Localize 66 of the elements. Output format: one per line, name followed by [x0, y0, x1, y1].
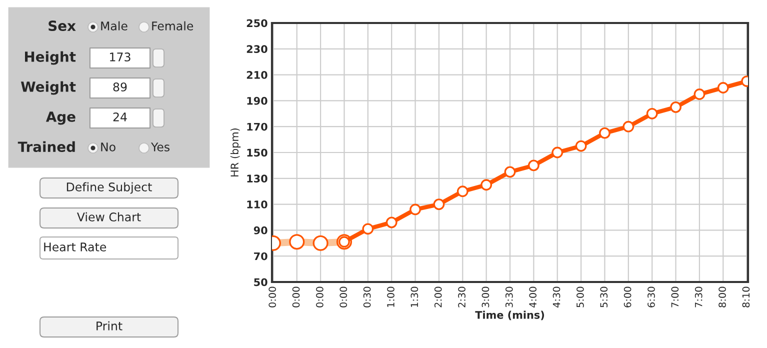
point [552, 146, 564, 158]
point [622, 120, 634, 132]
x-tick-label: 0:30 [363, 286, 371, 308]
x-tick-label: 1:30 [410, 286, 418, 307]
y-tick-label: 130 [247, 174, 268, 183]
text: Heart Rate [44, 242, 106, 252]
x-axis-title: Time (mins) [475, 310, 544, 320]
text: Print [96, 321, 122, 330]
x-tick-label: 5:30 [600, 286, 608, 308]
text: Yes [150, 142, 170, 152]
x-tick-label: 3:00 [482, 286, 490, 308]
y-tick-label: 210 [246, 71, 268, 79]
y-tick-label: 70 [254, 252, 268, 260]
point [717, 82, 729, 94]
point [528, 160, 540, 172]
point [362, 223, 374, 235]
x-tick-label: 0:00 [268, 286, 276, 308]
y-tick-label: 190 [247, 96, 268, 105]
y-tick-label: 150 [247, 148, 268, 157]
x-tick-label: 2:00 [434, 286, 442, 308]
y-tick-label: 90 [254, 226, 268, 234]
text: Female [152, 21, 194, 30]
y-tick-label: 110 [247, 200, 268, 208]
point [670, 101, 682, 113]
text: Male [101, 21, 128, 30]
point [386, 216, 398, 228]
x-tick-label: 5:00 [576, 286, 584, 308]
text: 89 [113, 82, 127, 92]
y-axis-title: HR (bpm) [230, 128, 241, 176]
point [480, 179, 492, 191]
y-tick-label: 170 [247, 122, 268, 131]
x-tick-label: 7:30 [694, 286, 702, 308]
text: Age [46, 112, 76, 125]
point [575, 140, 587, 152]
x-tick-label: 2:30 [458, 286, 466, 308]
y-tick-label: 50 [254, 278, 268, 286]
text: No [101, 142, 116, 152]
x-tick-label: 7:00 [671, 286, 679, 308]
text: Weight [20, 81, 76, 95]
point [646, 108, 658, 120]
x-tick-label: 0:00 [292, 286, 300, 308]
text: Height [25, 51, 76, 65]
x-tick-label: 0:00 [340, 286, 348, 308]
x-tick-label: 1:00 [387, 286, 394, 307]
text: View Chart [76, 212, 141, 222]
y-tick-label: 230 [246, 45, 268, 54]
x-tick-label: 4:00 [529, 286, 537, 308]
point [599, 127, 610, 139]
x-tick-label: 0:00 [316, 286, 324, 308]
point [694, 88, 706, 100]
point [504, 166, 516, 178]
point [456, 186, 468, 198]
text: 24 [113, 112, 127, 122]
text: 173 [110, 52, 130, 62]
x-tick-label: 6:00 [624, 286, 632, 308]
point [410, 204, 421, 216]
y-tick-label: 250 [246, 19, 268, 28]
text: Define Subject [66, 182, 152, 194]
x-tick-label: 6:30 [648, 286, 655, 308]
x-tick-label: 3:30 [505, 286, 513, 308]
x-tick-label: 4:30 [552, 286, 560, 308]
x-tick-label: 8:00 [718, 286, 726, 308]
text: Sex [48, 20, 76, 32]
point [433, 198, 445, 210]
text: Trained [18, 141, 75, 152]
x-tick-label: 8:10 [742, 286, 750, 308]
